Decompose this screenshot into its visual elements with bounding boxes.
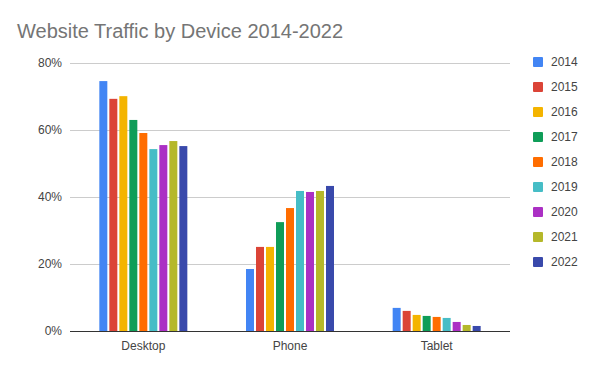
bar <box>129 120 137 331</box>
y-tick-label: 40% <box>38 190 62 204</box>
bar <box>453 322 461 331</box>
bar <box>296 191 304 331</box>
grid-line <box>70 63 510 64</box>
legend-label: 2014 <box>551 55 578 69</box>
legend-label: 2015 <box>551 80 578 94</box>
bar <box>433 317 441 331</box>
bars <box>99 81 480 331</box>
bar <box>149 149 157 331</box>
chart: Website Traffic by Device 2014-2022 0% 20%… <box>0 0 600 371</box>
bar <box>139 133 147 331</box>
y-tick-label: 0% <box>45 324 63 338</box>
legend-swatch <box>533 132 543 142</box>
legend-label: 2022 <box>551 255 578 269</box>
bar <box>179 146 187 331</box>
legend-label: 2019 <box>551 180 578 194</box>
bar <box>473 326 481 331</box>
bar <box>463 325 471 331</box>
bar <box>286 208 294 331</box>
bar <box>109 99 117 331</box>
bar <box>413 315 421 331</box>
legend-swatch <box>533 157 543 167</box>
legend-swatch <box>533 232 543 242</box>
bar <box>159 145 167 331</box>
bar <box>256 247 264 331</box>
bar <box>443 318 451 331</box>
legend-swatch <box>533 57 543 67</box>
bar <box>246 269 254 331</box>
bar <box>316 191 324 331</box>
x-tick-label: Phone <box>273 339 308 353</box>
legend-label: 2020 <box>551 205 578 219</box>
bar <box>266 247 274 331</box>
bar <box>423 316 431 331</box>
legend-swatch <box>533 257 543 267</box>
bar <box>119 96 127 331</box>
legend-swatch <box>533 82 543 92</box>
bar <box>276 222 284 331</box>
bar <box>306 192 314 331</box>
legend-label: 2017 <box>551 130 578 144</box>
legend-swatch <box>533 207 543 217</box>
y-tick-label: 80% <box>38 56 62 70</box>
bar <box>393 308 401 331</box>
x-tick-label: Tablet <box>421 339 454 353</box>
legend-label: 2021 <box>551 230 578 244</box>
legend-label: 2018 <box>551 155 578 169</box>
legend-swatch <box>533 107 543 117</box>
bar <box>326 186 334 331</box>
legend-label: 2016 <box>551 105 578 119</box>
bar <box>99 81 107 331</box>
y-tick-label: 20% <box>38 257 62 271</box>
x-tick-label: Desktop <box>121 339 165 353</box>
title: Website Traffic by Device 2014-2022 <box>17 20 343 42</box>
y-tick-label: 60% <box>38 123 62 137</box>
background <box>0 0 600 371</box>
bar <box>169 141 177 331</box>
legend-swatch <box>533 182 543 192</box>
bar <box>403 311 411 331</box>
